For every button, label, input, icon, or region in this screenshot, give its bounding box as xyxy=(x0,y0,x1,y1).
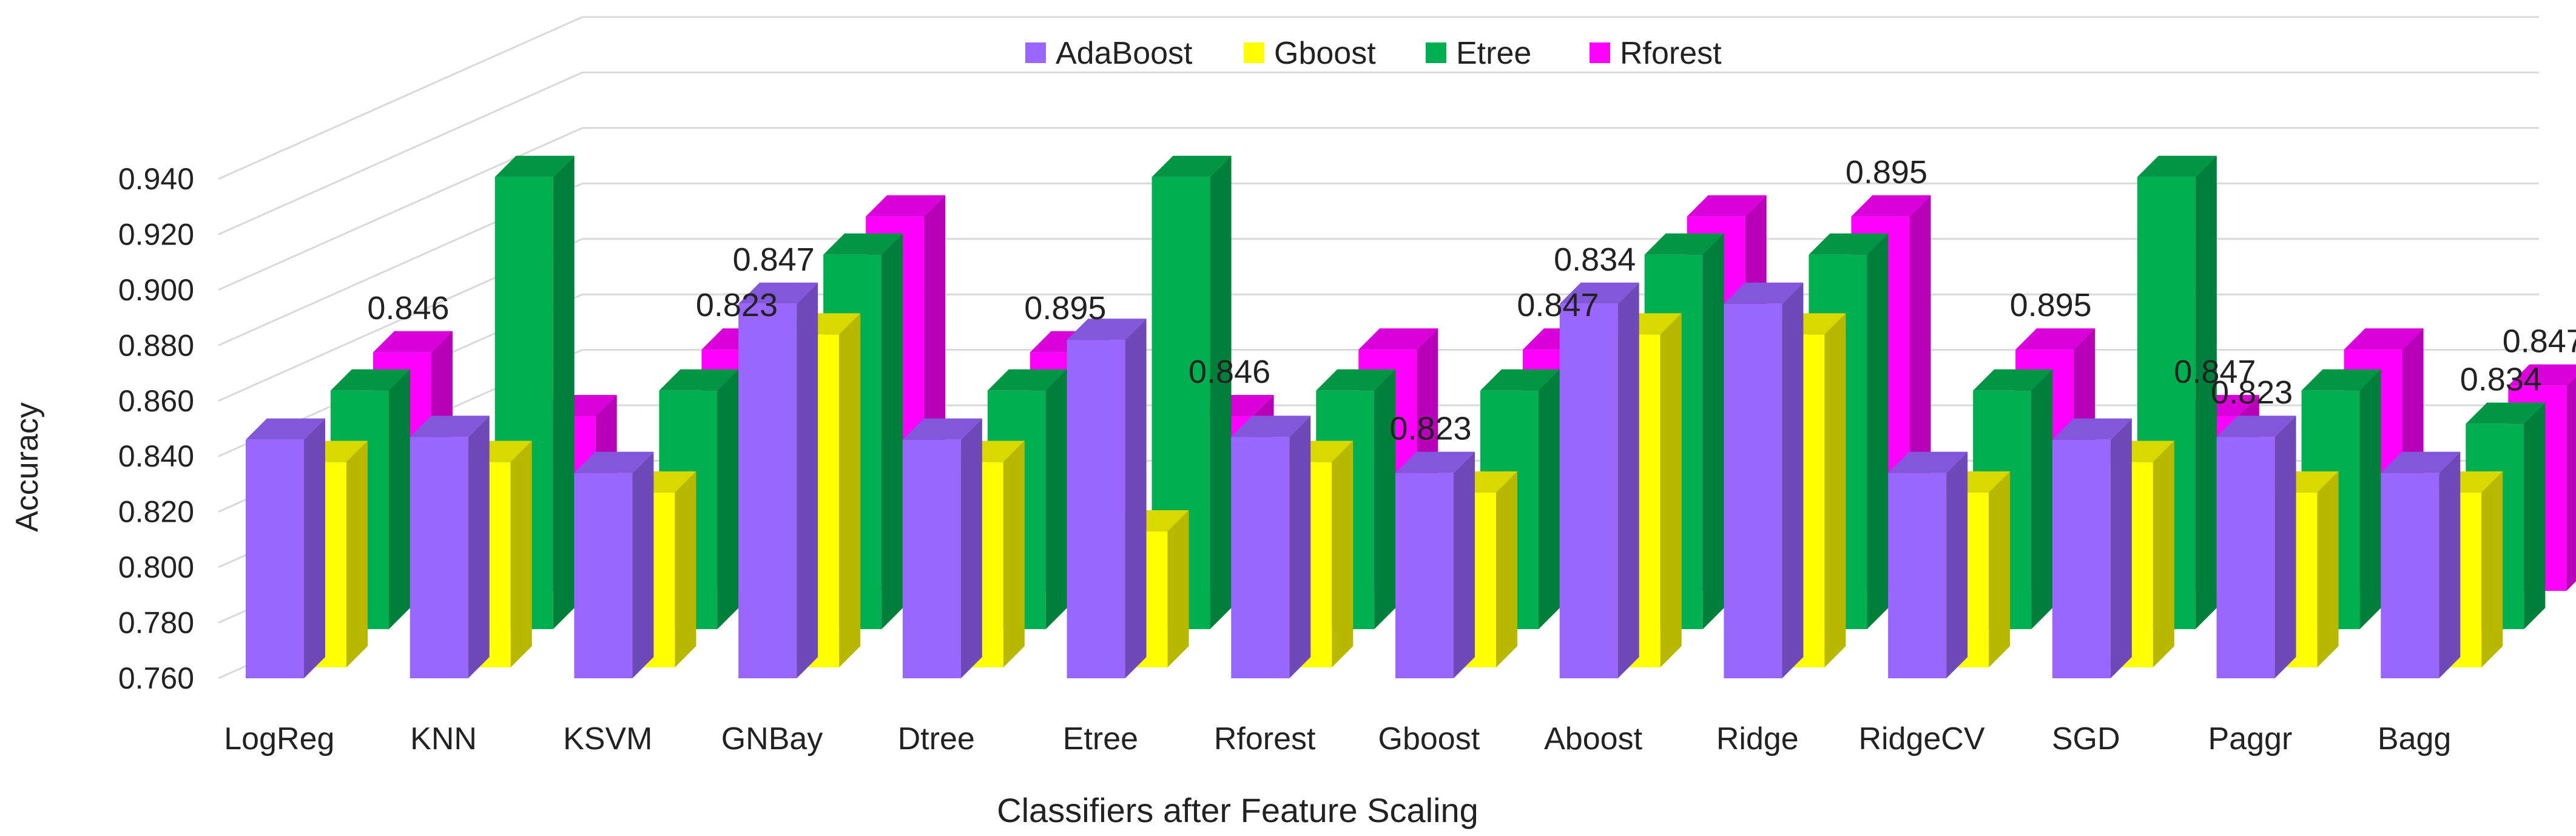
x-tick-label: Etree xyxy=(1063,721,1138,757)
bar-adaboost-sgd xyxy=(2052,418,2132,678)
legend-label: Etree xyxy=(1456,36,1531,71)
y-tick-label: 0.820 xyxy=(118,495,194,529)
legend-swatch xyxy=(1426,42,1446,63)
gridline xyxy=(218,127,2539,291)
legend-item-gboost: Gboost xyxy=(1244,36,1376,71)
bar-adaboost-aboost xyxy=(1559,282,1639,678)
x-tick-label: Paggr xyxy=(2208,721,2293,757)
data-label: 0.847 xyxy=(733,241,815,278)
x-tick-label: KSVM xyxy=(563,721,652,757)
y-axis-ticks: 0.760 0.780 0.800 0.820 0.840 0.860 0.880 0.900… xyxy=(118,162,194,695)
bar-adaboost-gboost xyxy=(1395,451,1475,678)
x-axis-title: Classifiers after Feature Scaling xyxy=(997,791,1479,829)
y-tick-label: 0.860 xyxy=(118,384,194,418)
bar-adaboost-dtree xyxy=(902,418,982,678)
data-label: 0.823 xyxy=(1389,411,1471,447)
data-label: 0.834 xyxy=(2460,362,2542,398)
x-tick-label: RidgeCV xyxy=(1858,721,1984,757)
data-label: 0.895 xyxy=(1846,154,1927,190)
x-tick-label: Aboost xyxy=(1544,721,1642,757)
legend-label: Rforest xyxy=(1620,36,1722,71)
x-axis-ticks: LogReg KNN KSVM GNBay Dtree Etree Rforest Gboos… xyxy=(224,721,2451,757)
data-label: 0.847 xyxy=(2174,354,2256,390)
gridline xyxy=(218,16,2539,180)
data-label: 0.846 xyxy=(367,290,449,326)
bar-adaboost-ridge xyxy=(1724,282,1804,678)
legend-label: Gboost xyxy=(1274,36,1376,71)
legend-swatch xyxy=(1025,42,1046,63)
y-tick-label: 0.880 xyxy=(118,328,194,362)
y-tick-label: 0.940 xyxy=(118,162,194,196)
x-tick-label: GNBay xyxy=(721,721,823,757)
bar-adaboost-ridgecv xyxy=(1888,451,1968,678)
legend-swatch xyxy=(1590,42,1610,63)
legend-item-rforest: Rforest xyxy=(1590,36,1722,71)
data-label: 0.895 xyxy=(2010,287,2092,323)
x-tick-label: Dtree xyxy=(898,721,975,757)
data-label: 0.823 xyxy=(2211,374,2293,411)
bar-adaboost-rforest xyxy=(1231,416,1311,678)
bar-adaboost-ksvm xyxy=(574,451,654,678)
bar-adaboost-bagg xyxy=(2381,451,2461,678)
bar-adaboost-etree xyxy=(1067,319,1147,678)
x-tick-label: SGD xyxy=(2052,721,2120,757)
x-tick-label: Bagg xyxy=(2378,721,2451,757)
legend-label: AdaBoost xyxy=(1056,36,1193,71)
data-label: 0.834 xyxy=(1554,241,1636,278)
gridline xyxy=(218,71,2539,235)
x-tick-label: LogReg xyxy=(224,721,334,757)
legend-item-etree: Etree xyxy=(1426,36,1531,71)
bar-adaboost-knn xyxy=(410,416,490,678)
x-tick-label: KNN xyxy=(410,721,477,757)
data-label: 0.846 xyxy=(1189,354,1270,390)
data-label: 0.895 xyxy=(1024,290,1106,326)
y-tick-label: 0.900 xyxy=(118,273,194,307)
bar-adaboost-gnbay xyxy=(738,282,818,678)
data-label: 0.847 xyxy=(2503,323,2576,360)
y-tick-label: 0.920 xyxy=(118,217,194,251)
y-axis-title: Accuracy xyxy=(10,402,45,532)
bar-adaboost-paggr xyxy=(2216,416,2296,678)
x-tick-label: Ridge xyxy=(1716,721,1799,757)
x-tick-label: Gboost xyxy=(1378,721,1480,757)
data-labels: 0.846 0.8230.8470.8950.8460.8230.8470.834… xyxy=(367,154,2576,447)
legend: AdaBoost Gboost Etree Rforest xyxy=(1025,36,1722,71)
y-tick-label: 0.800 xyxy=(118,550,194,584)
y-tick-label: 0.780 xyxy=(118,606,194,640)
data-label: 0.823 xyxy=(696,287,778,323)
y-tick-label: 0.840 xyxy=(118,439,194,473)
y-tick-label: 0.760 xyxy=(118,661,194,695)
data-label: 0.847 xyxy=(1517,287,1599,323)
bars xyxy=(246,155,2576,678)
legend-item-adaboost: AdaBoost xyxy=(1025,36,1193,71)
legend-swatch xyxy=(1244,42,1264,63)
x-tick-label: Rforest xyxy=(1214,721,1316,757)
bar-adaboost-logreg xyxy=(246,418,325,678)
